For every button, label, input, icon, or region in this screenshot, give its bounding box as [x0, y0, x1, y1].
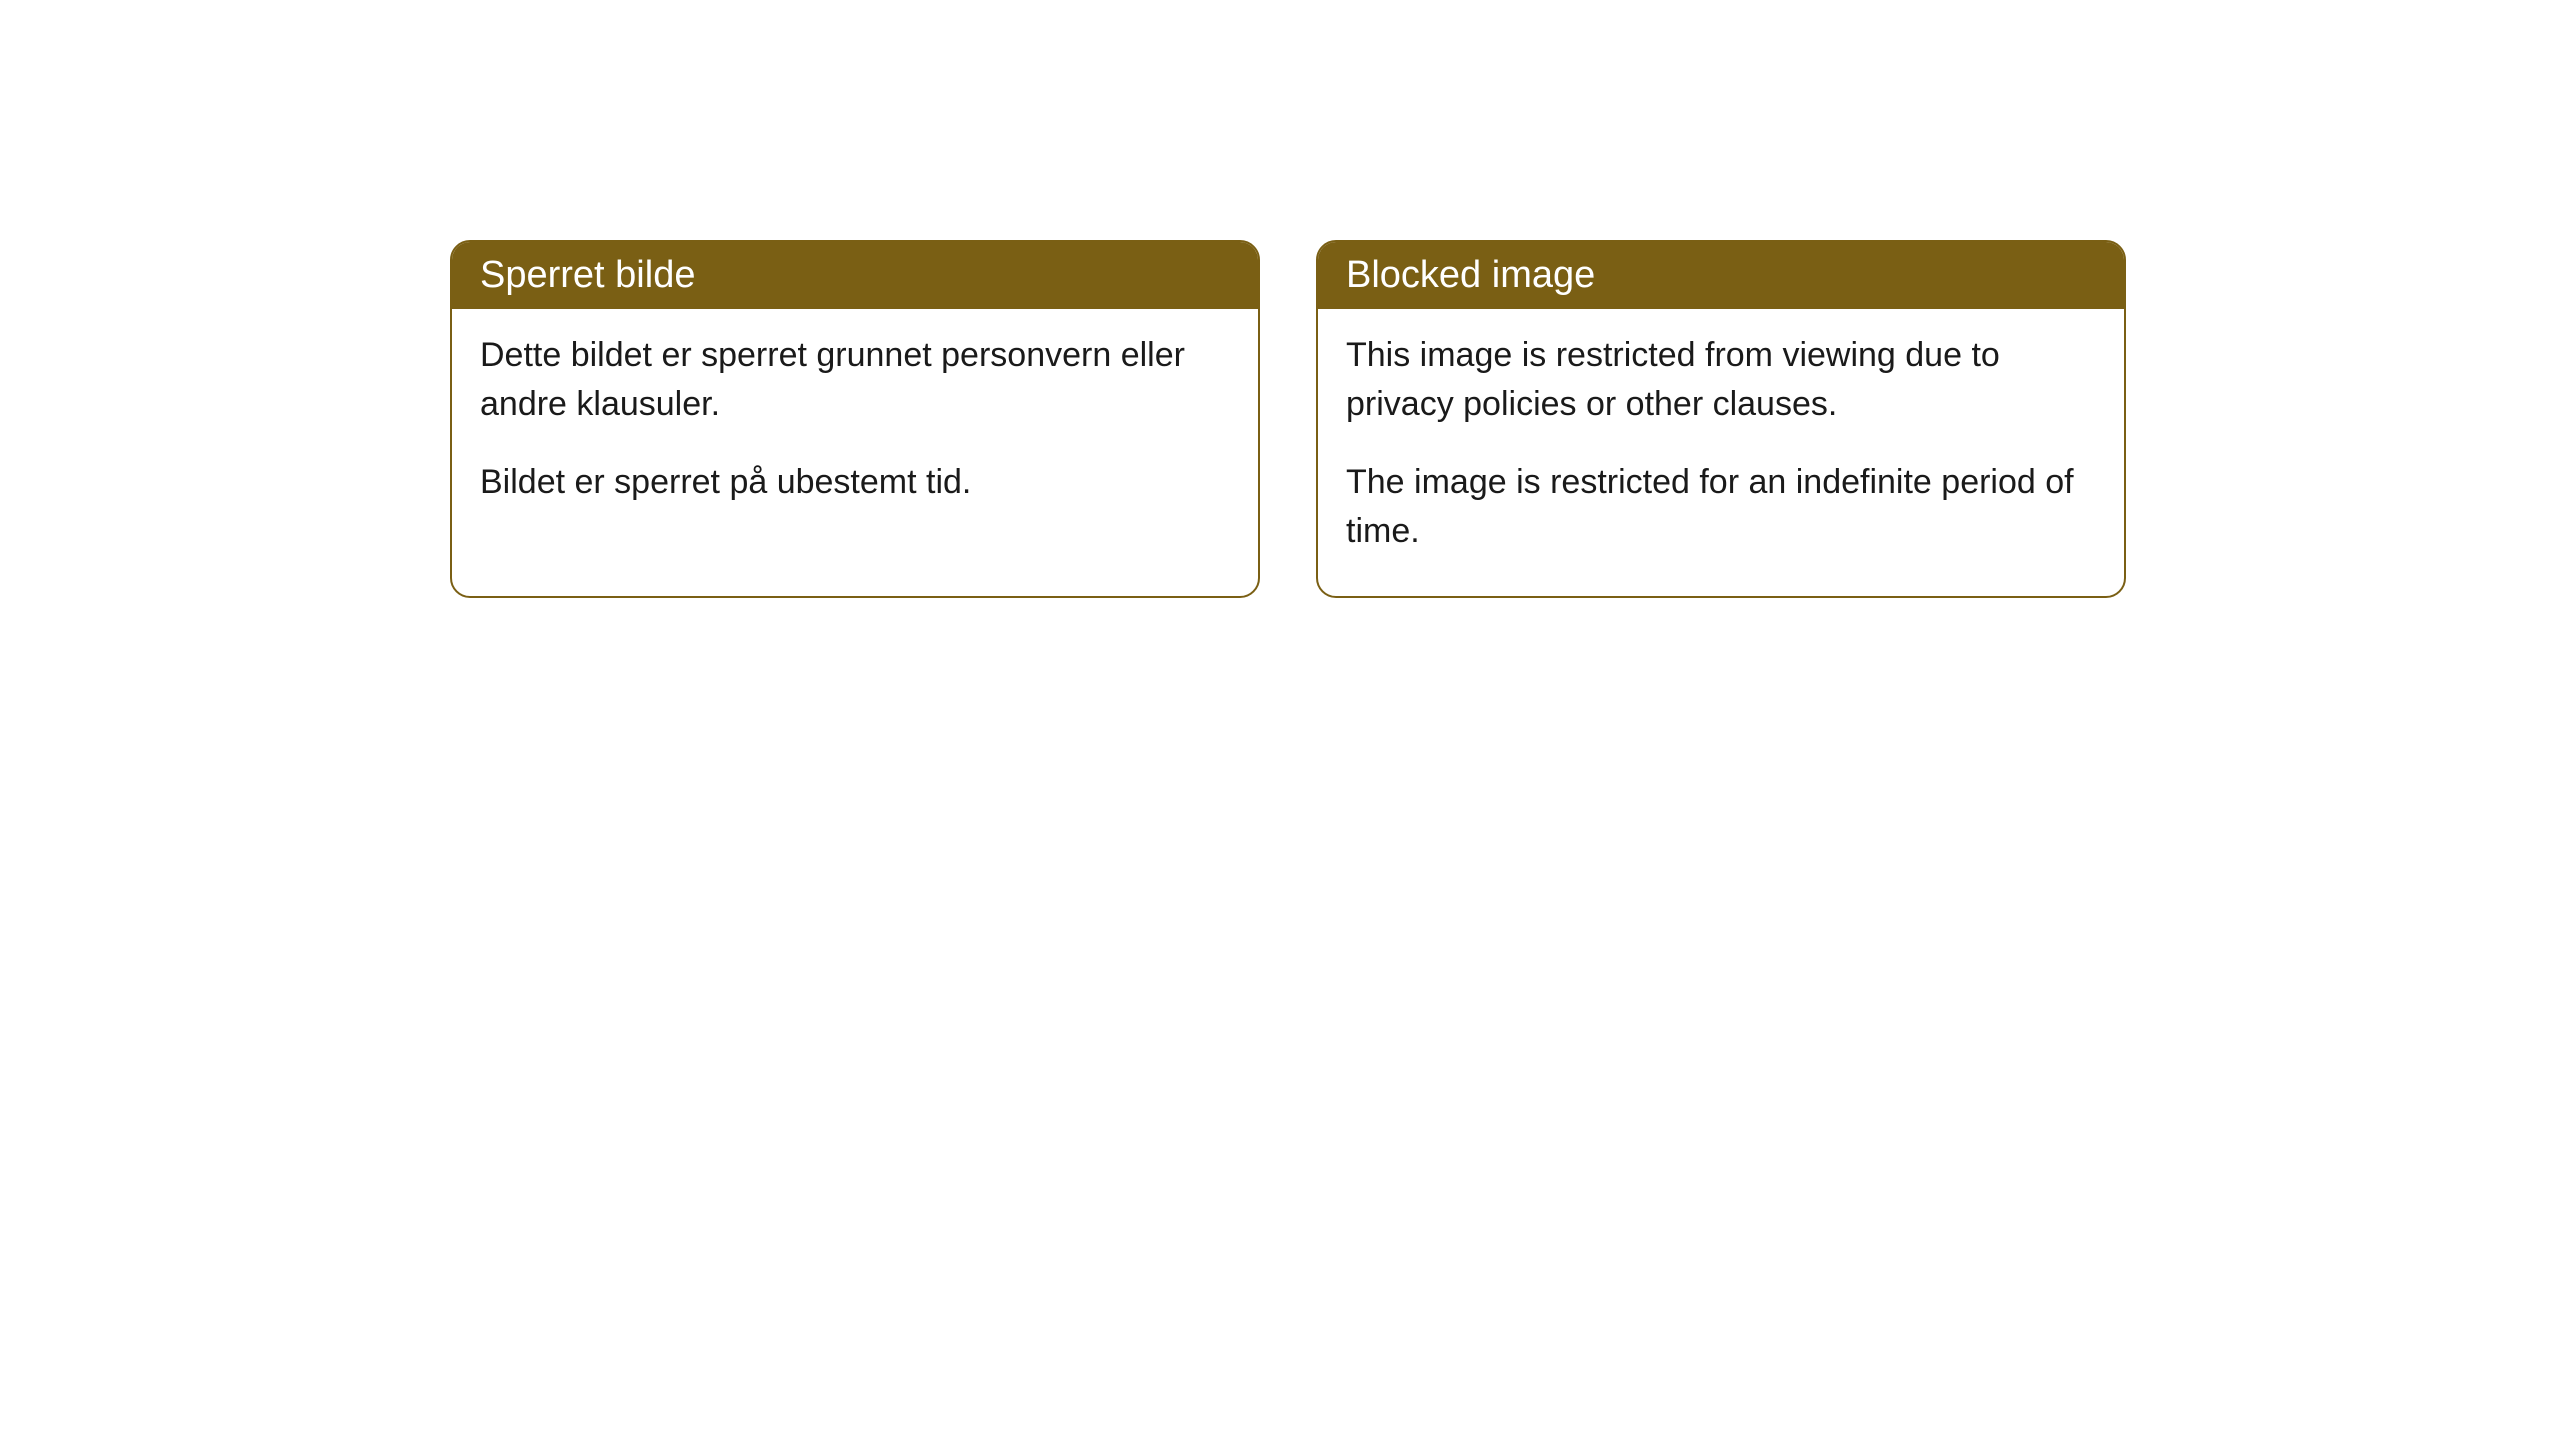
card-title: Blocked image — [1346, 254, 1595, 296]
card-body-norwegian: Dette bildet er sperret grunnet personve… — [452, 309, 1258, 547]
card-body-english: This image is restricted from viewing du… — [1318, 309, 2124, 596]
blocked-image-card-english: Blocked image This image is restricted f… — [1316, 240, 2126, 598]
notice-cards-container: Sperret bilde Dette bildet er sperret gr… — [450, 240, 2126, 598]
blocked-image-card-norwegian: Sperret bilde Dette bildet er sperret gr… — [450, 240, 1260, 598]
card-paragraph: This image is restricted from viewing du… — [1346, 331, 2096, 430]
card-title: Sperret bilde — [480, 254, 695, 296]
card-paragraph: The image is restricted for an indefinit… — [1346, 458, 2096, 557]
card-paragraph: Dette bildet er sperret grunnet personve… — [480, 331, 1230, 430]
card-header-norwegian: Sperret bilde — [452, 242, 1258, 309]
card-header-english: Blocked image — [1318, 242, 2124, 309]
card-paragraph: Bildet er sperret på ubestemt tid. — [480, 458, 1230, 507]
